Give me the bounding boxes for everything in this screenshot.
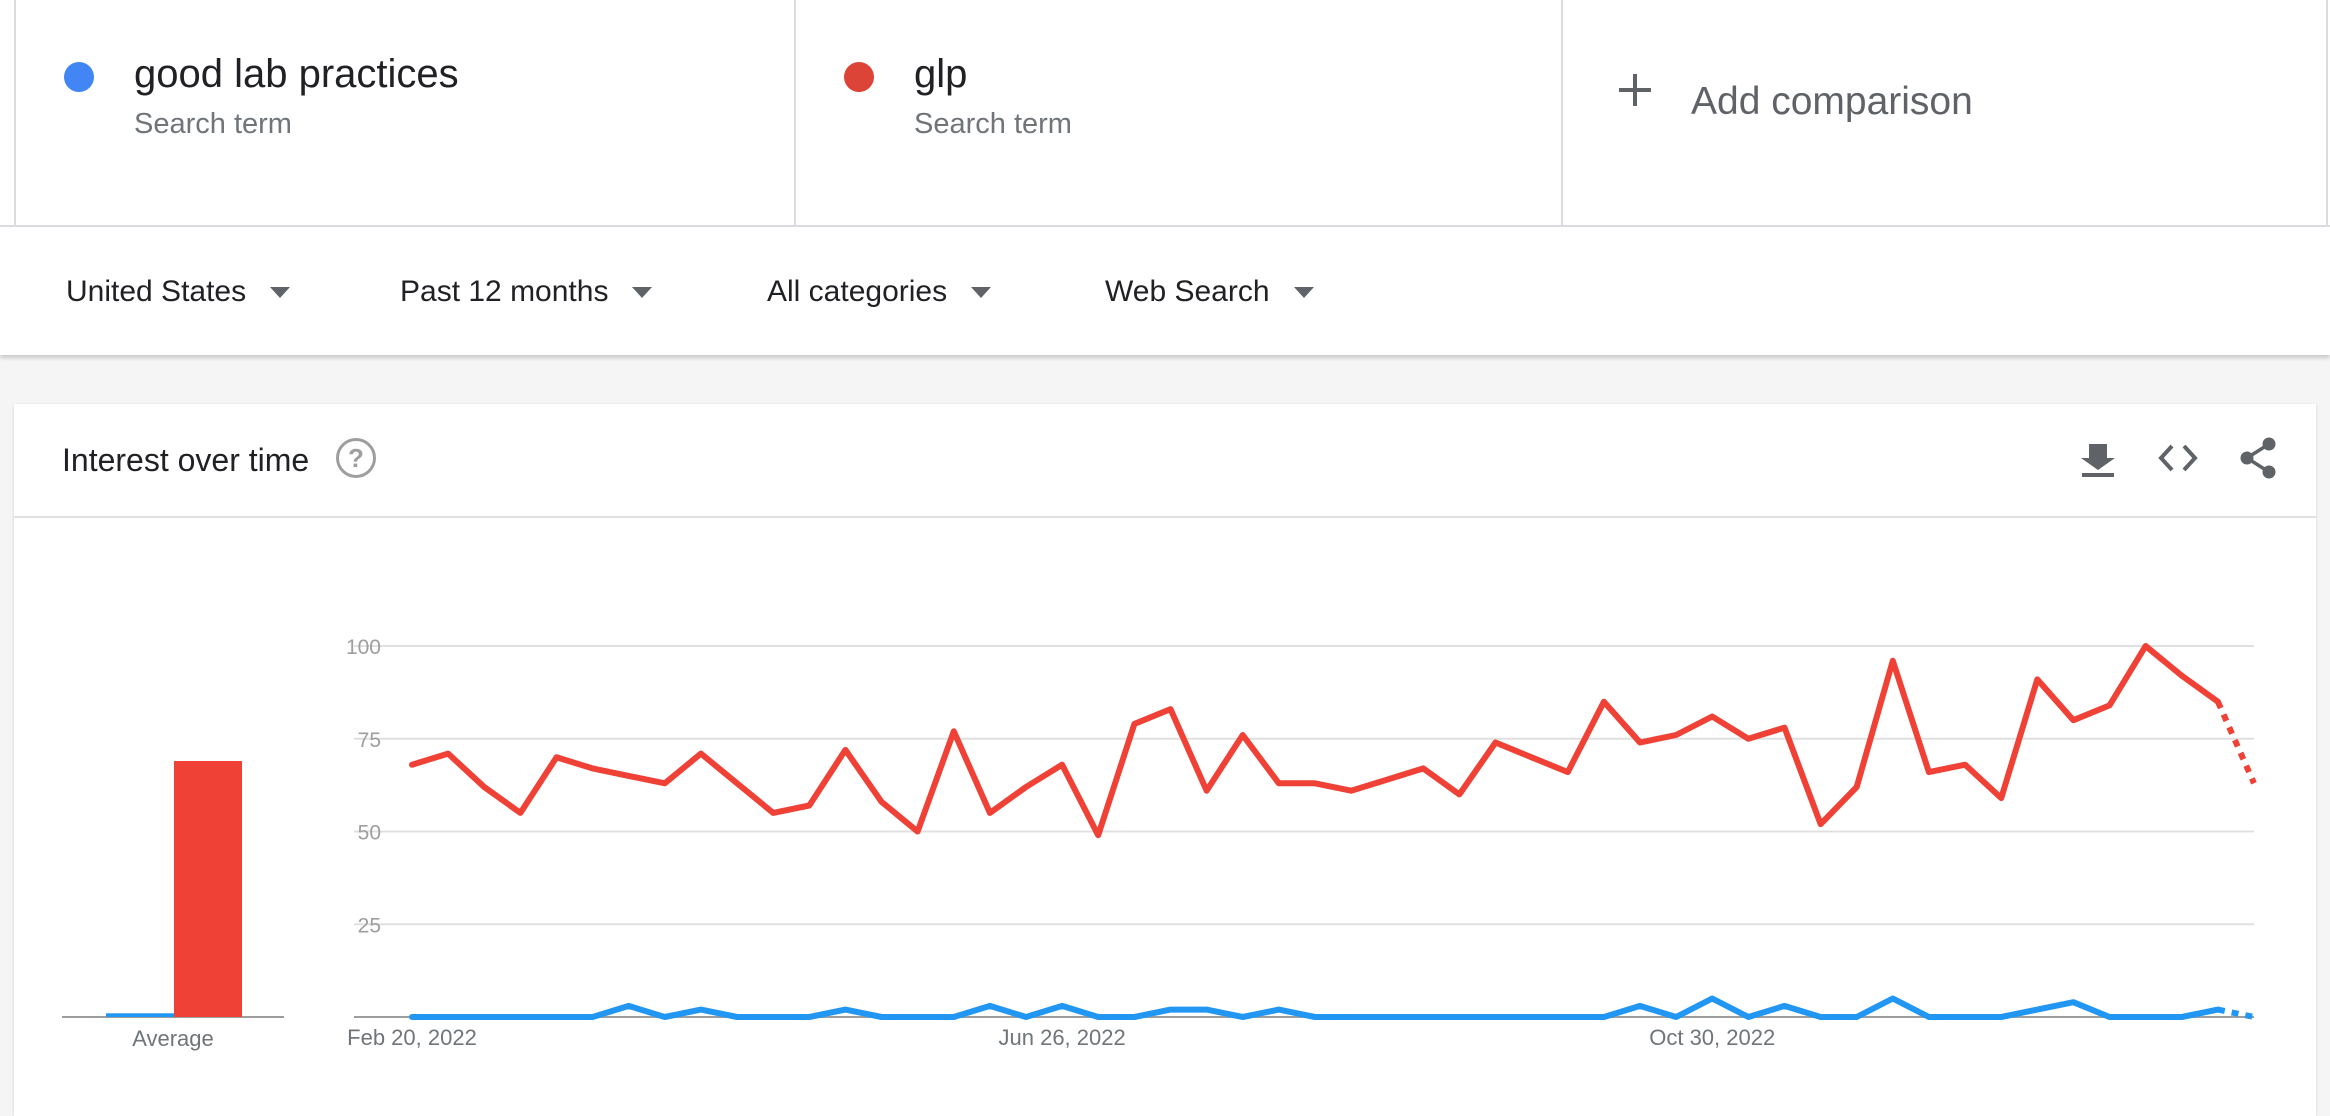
add-comparison-button[interactable]: Add comparison [1563,0,2328,225]
caret-down-icon [1293,286,1314,298]
average-bar-1 [174,761,242,1017]
series-partial-segment-1 [2217,1006,2255,1020]
card-header: Interest over time ? [14,404,2316,518]
caret-down-icon [270,286,291,298]
series-line-0 [409,643,2221,839]
term-subtitle: Search term [914,108,1072,140]
y-tick-label: 25 [358,914,381,937]
help-circle-icon[interactable]: ? [336,438,376,478]
time-range-dropdown[interactable]: Past 12 months [400,275,653,309]
term-name[interactable]: good lab practices [134,52,459,96]
comparison-header: good lab practices Search term glp Searc… [0,0,2330,227]
caret-down-icon [971,286,992,298]
add-comparison-label: Add comparison [1691,80,1973,123]
term-color-dot [64,62,94,92]
x-tick-label: Jun 26, 2022 [999,1025,1126,1050]
average-label: Average [132,1026,214,1051]
term-subtitle: Search term [134,108,292,140]
card-title: Interest over time [62,442,310,478]
series-partial-segment-0 [2215,700,2257,785]
term-color-dot [844,62,874,92]
y-tick-label: 100 [346,636,381,659]
interest-chart: 25 50 75 100 Feb 20, 2022 Jun 26, 2022 Oct 30,… [62,636,2257,1051]
x-tick-label: Feb 20, 2022 [347,1025,477,1050]
caret-down-icon [632,286,653,298]
search-type-label: Web Search [1105,275,1270,308]
term-card-glp[interactable]: glp Search term [796,0,1563,225]
average-bar-0 [106,1013,174,1017]
plus-icon [1615,70,1655,110]
download-icon[interactable] [2076,436,2120,480]
y-tick-label: 75 [358,729,381,752]
time-range-label: Past 12 months [400,275,609,308]
interest-over-time-card: Interest over time ? 25 50 75 100 Feb 20, 20… [14,404,2316,1116]
search-type-dropdown[interactable]: Web Search [1105,275,1314,309]
category-dropdown[interactable]: All categories [767,275,992,309]
share-icon[interactable] [2236,436,2280,480]
term-name[interactable]: glp [914,52,968,96]
region-label: United States [66,275,247,308]
region-dropdown[interactable]: United States [66,275,291,309]
term-card-good-lab-practices[interactable]: good lab practices Search term [14,0,796,225]
embed-code-icon[interactable] [2156,436,2200,480]
filter-bar: United States Past 12 months All categor… [0,227,2330,355]
x-tick-label: Oct 30, 2022 [1649,1025,1775,1050]
category-label: All categories [767,275,948,308]
y-tick-label: 50 [358,822,381,845]
series-line-1 [409,995,2221,1020]
